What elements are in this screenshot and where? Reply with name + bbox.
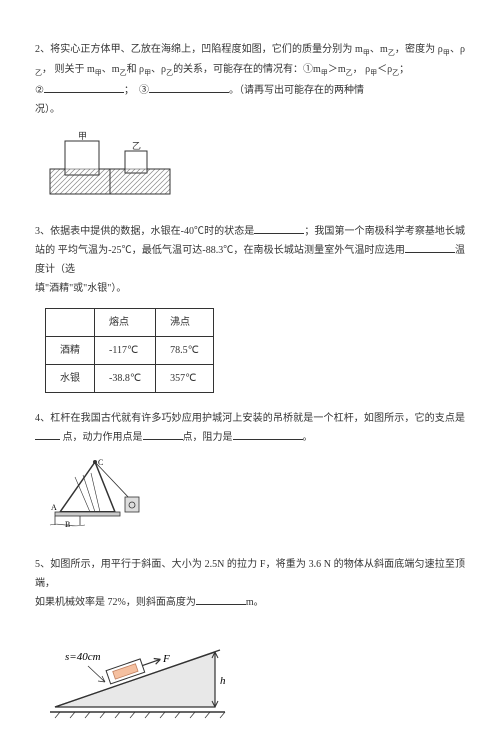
q4-t2: 点，动力作用点是	[63, 432, 143, 443]
td: 酒精	[46, 336, 95, 364]
q3-t3: 平均气温为-25℃，最低气温可达-88.3℃，在南极长城站测量室外气温时应选用	[58, 245, 405, 256]
question-4: 4、杠杆在我国古代就有许多巧妙应用护城河上安装的吊桥就是一个杠杆，如图所示，它的…	[35, 409, 465, 539]
th-empty	[46, 308, 95, 336]
q3-table: 熔点 沸点 酒精 -117℃ 78.5℃ 水银 -38.8℃ 357℃	[45, 308, 214, 393]
question-3: 3、依据表中提供的数据，水银在-40℃时的状态是；我国第一个南极科学考察基地长城…	[35, 222, 465, 393]
blank	[405, 241, 455, 253]
q2-s6: 乙	[120, 69, 127, 77]
label-b: B	[65, 520, 70, 529]
q2-s3: 甲	[443, 49, 450, 57]
q4-t1: 4、杠杆在我国古代就有许多巧妙应用护城河上安装的吊桥就是一个杠杆，如图所示，它的…	[35, 413, 465, 424]
q2-t2g: ， ρ	[353, 64, 371, 75]
q3-t1: 3、依据表中提供的数据，水银在-40℃时的状态是	[35, 226, 254, 237]
td: 水银	[46, 364, 95, 392]
q4-t3: 点，阻力是	[183, 432, 233, 443]
sponge-blocks-diagram: 甲 乙	[45, 129, 175, 199]
q2-t1d: 、ρ	[450, 44, 465, 55]
blank	[233, 428, 303, 440]
q2-s7: 甲	[144, 69, 151, 77]
q2-t3a: ②	[35, 85, 44, 96]
q5-t3: m。	[246, 597, 264, 608]
question-5: 5、如图所示，用平行于斜面、大小为 2.5N 的拉力 F，将重为 3.6 N 的…	[35, 555, 465, 729]
q2-t1b: 、m	[370, 44, 388, 55]
q4-text: 4、杠杆在我国古代就有许多巧妙应用护城河上安装的吊桥就是一个杠杆，如图所示，它的…	[35, 409, 465, 447]
q2-t2h: ＜ρ	[377, 64, 392, 75]
label-jia: 甲	[78, 131, 87, 141]
label-yi: 乙	[132, 141, 141, 151]
table-row: 酒精 -117℃ 78.5℃	[46, 336, 214, 364]
label-f: F	[162, 653, 170, 665]
q2-s4: 乙	[35, 69, 42, 77]
q2-t2b: 、m	[102, 64, 120, 75]
blank	[149, 81, 229, 93]
q2-t1: 2、将实心正方体甲、乙放在海绵上，凹陷程度如图，它们的质量分别为 m	[35, 44, 363, 55]
q4-t4: 。	[303, 432, 313, 443]
q2-t2f: ＞m	[328, 64, 346, 75]
question-2: 2、将实心正方体甲、乙放在海绵上，凹陷程度如图，它们的质量分别为 m甲、m乙，密…	[35, 40, 465, 206]
blank	[254, 222, 304, 234]
td: -38.8℃	[95, 364, 156, 392]
q4-figure: C A B	[45, 457, 465, 539]
q2-s2: 乙	[388, 49, 395, 57]
q2-s8: 乙	[166, 69, 173, 77]
blank	[35, 428, 60, 440]
table-row: 熔点 沸点	[46, 308, 214, 336]
q5-figure: F s=40cm h	[45, 622, 465, 729]
q2-t1e: ，	[42, 64, 52, 75]
q2-t4: 况）。	[35, 104, 60, 115]
q2-t2a: 则关于 m	[55, 64, 95, 75]
th-melting: 熔点	[95, 308, 156, 336]
q2-text: 2、将实心正方体甲、乙放在海绵上，凹陷程度如图，它们的质量分别为 m甲、m乙，密…	[35, 40, 465, 119]
q5-t2: 如果机械效率是 72%，则斜面高度为	[35, 597, 196, 608]
q2-t2i: ；	[399, 64, 409, 75]
label-s: s=40cm	[65, 651, 101, 663]
table-row: 水银 -38.8℃ 357℃	[46, 364, 214, 392]
q2-s1: 甲	[363, 49, 370, 57]
q3-text: 3、依据表中提供的数据，水银在-40℃时的状态是；我国第一个南极科学考察基地长城…	[35, 222, 465, 298]
th-boiling: 沸点	[156, 308, 214, 336]
q2-s5: 甲	[95, 69, 102, 77]
label-h: h	[220, 675, 226, 687]
q2-s10: 乙	[346, 69, 353, 77]
q3-t5: 填"酒精"或"水银"）。	[35, 283, 126, 294]
blank	[143, 428, 183, 440]
td: 78.5℃	[156, 336, 214, 364]
q2-figure: 甲 乙	[45, 129, 465, 206]
td: 357℃	[156, 364, 214, 392]
blank	[44, 81, 124, 93]
td: -117℃	[95, 336, 156, 364]
q2-t2d: 、ρ	[151, 64, 166, 75]
q5-t1: 5、如图所示，用平行于斜面、大小为 2.5N 的拉力 F，将重为 3.6 N 的…	[35, 559, 465, 589]
q2-t3b: ； ③	[124, 85, 149, 96]
q2-t1c: ，密度为 ρ	[395, 44, 443, 55]
label-a: A	[51, 503, 57, 512]
q2-t3c: 。（请再写出可能存在的两种情	[229, 85, 364, 96]
blank	[196, 593, 246, 605]
drawbridge-diagram: C A B	[45, 457, 155, 532]
q5-text: 5、如图所示，用平行于斜面、大小为 2.5N 的拉力 F，将重为 3.6 N 的…	[35, 555, 465, 612]
q2-t2e: 的关系，可能存在的情况有：①m	[173, 64, 321, 75]
q2-s9: 甲	[321, 69, 328, 77]
q2-t2c: 和 ρ	[127, 64, 145, 75]
